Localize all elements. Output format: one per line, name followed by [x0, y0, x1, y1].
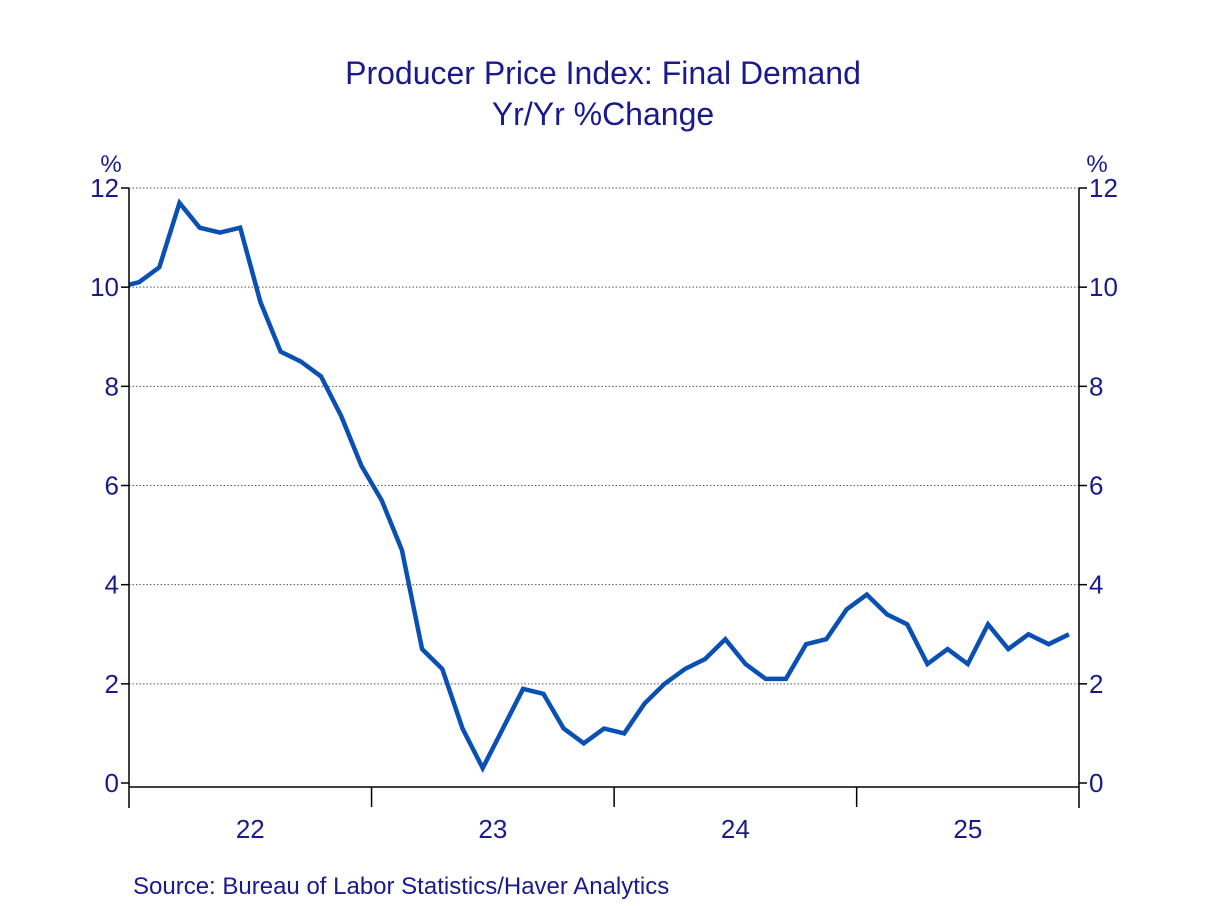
y-tick-label-left: 8 — [105, 371, 119, 401]
y-axis-label-left: % — [100, 151, 121, 178]
series-line — [129, 198, 1070, 774]
y-tick-label-right: 6 — [1089, 471, 1103, 501]
chart-subtitle: Yr/Yr %Change — [492, 96, 714, 132]
y-tick-label-right: 8 — [1089, 371, 1103, 401]
x-tick-label: 23 — [478, 814, 507, 844]
x-tick-label: 25 — [953, 814, 982, 844]
chart-title: Producer Price Index: Final Demand — [345, 55, 861, 91]
y-tick-label-right: 12 — [1089, 173, 1118, 203]
y-tick-label-left: 10 — [90, 272, 119, 302]
x-tick-label: 22 — [236, 814, 265, 844]
y-tick-label-left: 6 — [105, 471, 119, 501]
y-tick-label-left: 0 — [105, 768, 119, 798]
y-axis-label-right: % — [1086, 151, 1107, 178]
y-tick-label-right: 10 — [1089, 272, 1118, 302]
y-tick-label-left: 4 — [105, 570, 119, 600]
y-tick-label-right: 2 — [1089, 669, 1103, 699]
y-tick-label-right: 0 — [1089, 768, 1103, 798]
source-note: Source: Bureau of Labor Statistics/Haver… — [133, 873, 669, 900]
y-tick-label-right: 4 — [1089, 570, 1103, 600]
x-tick-label: 24 — [721, 814, 750, 844]
y-tick-label-left: 2 — [105, 669, 119, 699]
y-tick-label-left: 12 — [90, 173, 119, 203]
